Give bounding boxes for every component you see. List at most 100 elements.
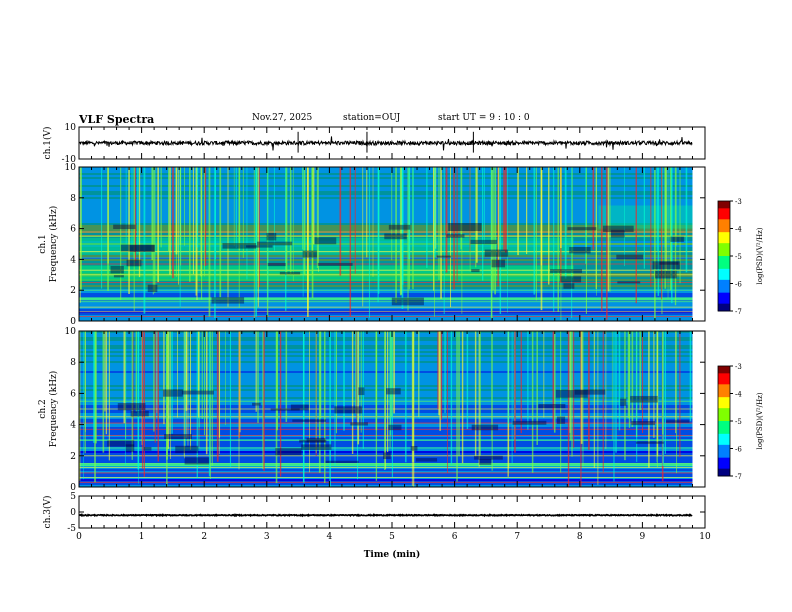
- colorbar-cell: [718, 448, 730, 451]
- spectrogram-row: [79, 231, 693, 233]
- spectrogram-row: [79, 473, 693, 475]
- spectrogram-row: [79, 195, 693, 197]
- colorbar-label: log(PSD)(V²/Hz): [756, 227, 764, 284]
- colorbar-cell: [718, 426, 730, 429]
- spectrogram-patch: [446, 234, 465, 238]
- colorbar-cell: [718, 232, 730, 235]
- colorbar-cell: [718, 472, 730, 475]
- colorbar-cell: [718, 230, 730, 233]
- y-tick-label: 2: [70, 452, 76, 462]
- x-ticks: 0 1 2 3 4 5 6 7 8 9 10: [76, 496, 711, 542]
- spectrogram-patch: [279, 271, 301, 275]
- figure-title: VLF Spectra: [79, 113, 155, 126]
- spectrogram-patch: [470, 239, 497, 245]
- spectrogram-patch: [266, 232, 277, 241]
- colorbar-cell: [718, 437, 730, 440]
- colorbar-cell: [718, 228, 730, 231]
- colorbar-tick-label: -3: [735, 363, 742, 371]
- spectrogram-row: [79, 217, 693, 219]
- colorbar-cell: [718, 380, 730, 383]
- y-tick-label: -10: [62, 155, 77, 165]
- colorbar-cell: [718, 303, 730, 306]
- y-ticks: 5 0 -5: [67, 492, 705, 534]
- colorbar-cell: [718, 239, 730, 242]
- spectrogram-patch: [147, 284, 158, 293]
- spectrogram-row: [79, 255, 693, 257]
- y-tick-label: 0: [70, 483, 76, 493]
- spectrogram-row: [79, 169, 693, 171]
- colorbar-cell: [718, 433, 730, 437]
- spectrogram-row: [79, 259, 693, 261]
- spectrogram-row: [79, 305, 693, 307]
- colorbar-cell: [718, 215, 730, 218]
- colorbar-tick-label: -6: [735, 281, 742, 289]
- colorbar-cell: [718, 287, 730, 290]
- spectrogram-row: [79, 225, 693, 227]
- colorbar-label: log(PSD)(V²/Hz): [756, 392, 764, 449]
- spectrogram-patch: [550, 269, 582, 273]
- spectrogram-row: [79, 167, 693, 169]
- spectrogram-patch: [538, 403, 566, 409]
- x-tick-label: 3: [264, 532, 270, 542]
- colorbar-cell: [718, 415, 730, 418]
- spectrogram-patch: [299, 439, 327, 443]
- colorbar-cell: [718, 267, 730, 270]
- colorbar-cell: [718, 435, 730, 438]
- spectrogram-row: [79, 483, 693, 485]
- spectrogram-row: [79, 479, 693, 481]
- spectrogram-patch: [107, 440, 135, 447]
- colorbar-cell: [718, 263, 730, 266]
- colorbar-cell: [718, 455, 730, 459]
- colorbar-cell: [718, 300, 730, 303]
- x-tick-label: 9: [640, 532, 646, 542]
- colorbar-cell: [718, 208, 730, 211]
- spectrogram-patch: [125, 444, 135, 452]
- colorbar-cell: [718, 441, 730, 444]
- colorbar-cell: [718, 391, 730, 394]
- spectrogram-band: [598, 205, 693, 229]
- colorbar-tick-label: -4: [735, 391, 742, 399]
- spectrogram-patch: [302, 250, 317, 258]
- ch1-spectrogram-colorbar: -3 -4 -5 -6 -7 log(PSD)(V²/Hz): [717, 198, 764, 316]
- colorbar-cell: [718, 202, 730, 206]
- colorbar-cell: [718, 307, 730, 310]
- spectrogram-row: [79, 215, 693, 217]
- spectrogram-row: [79, 189, 693, 191]
- spectrogram-patch: [120, 244, 155, 252]
- colorbar-cell: [718, 470, 730, 473]
- x-tick-label: 2: [201, 532, 207, 542]
- colorbar-cell: [718, 367, 730, 371]
- colorbar-cell: [718, 444, 730, 448]
- colorbar-cell: [718, 254, 730, 257]
- spectrogram-patch: [617, 281, 641, 284]
- spectrogram-row: [79, 191, 693, 193]
- colorbar-tick-label: -5: [735, 253, 742, 261]
- colorbar-cell: [718, 400, 730, 404]
- spectrogram-band: [79, 297, 693, 301]
- colorbar-cell: [718, 226, 730, 229]
- spectrogram-patch: [129, 245, 155, 252]
- x-tick-label: 7: [514, 532, 520, 542]
- spectrogram-patch: [415, 458, 438, 462]
- spectrogram-patch: [471, 269, 480, 273]
- spectrogram-row: [79, 317, 693, 319]
- colorbar-cell: [718, 201, 730, 204]
- spectrogram-patch: [184, 457, 210, 465]
- spectrogram-patch: [350, 422, 368, 426]
- spectrogram-row: [79, 233, 693, 235]
- spectrogram-patch: [110, 265, 124, 274]
- ch1-waveform-ylabel: ch.1(V): [42, 127, 53, 160]
- spectrogram-patch: [484, 249, 509, 257]
- y-tick-label: 0: [70, 317, 76, 327]
- y-tick-label: 10: [65, 123, 77, 133]
- colorbar-cell: [718, 457, 730, 460]
- spectrogram-row: [79, 223, 693, 225]
- colorbar-cell: [718, 424, 730, 427]
- spectrogram-row: [79, 205, 693, 207]
- spectrogram-row: [79, 203, 693, 205]
- spectrogram-patch: [448, 223, 482, 231]
- spectrogram-patch: [512, 420, 547, 425]
- spectrogram-patch: [301, 444, 332, 450]
- colorbar-cell: [718, 474, 730, 477]
- colorbar-cell: [718, 402, 730, 405]
